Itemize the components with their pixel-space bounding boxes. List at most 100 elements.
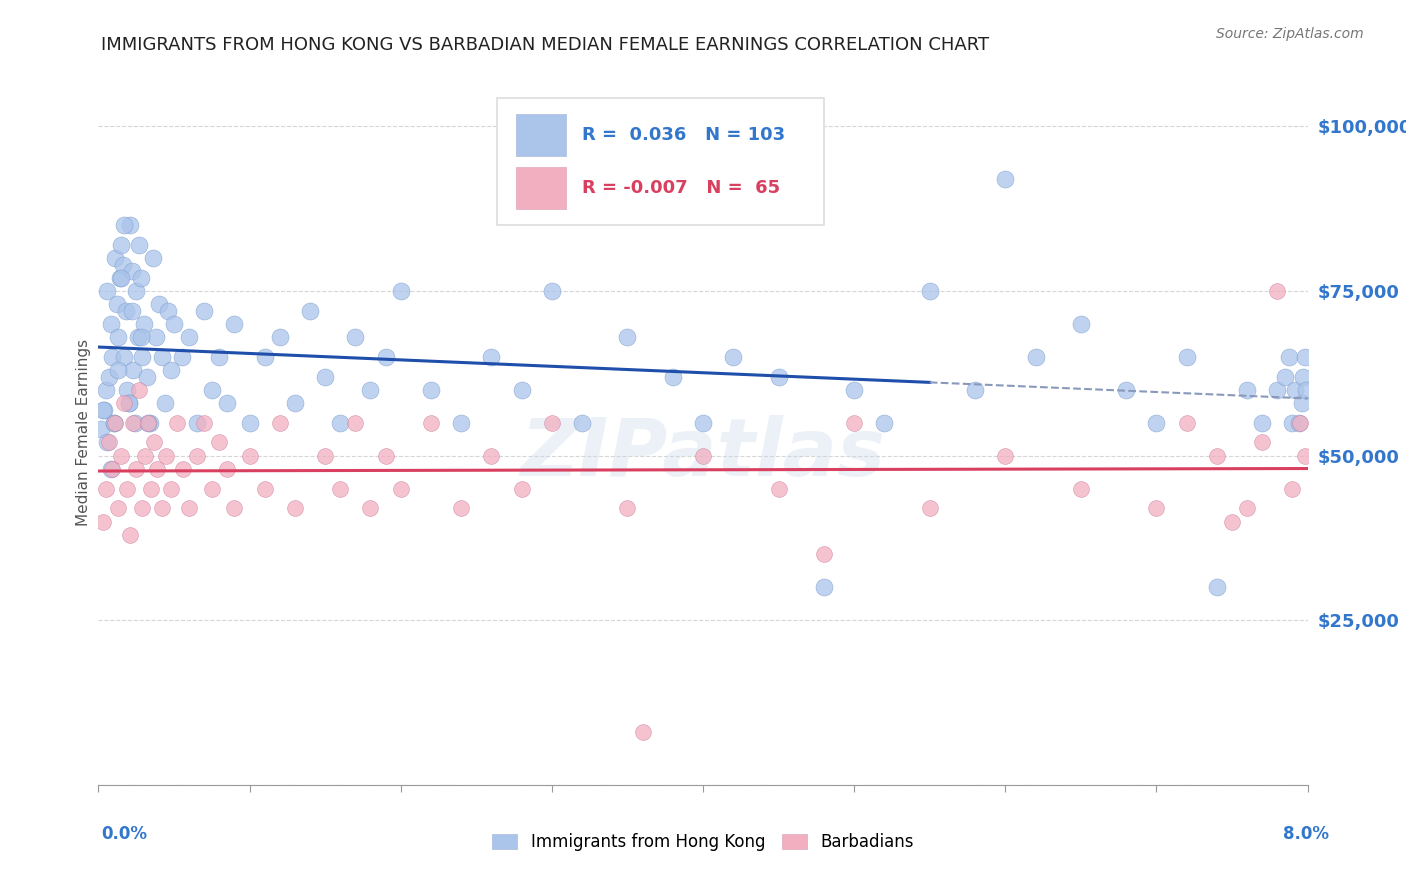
Point: [1267, 284, 1289, 298]
Point: [201, 383, 224, 397]
Point: [692, 449, 714, 463]
Point: [170, 350, 193, 364]
Point: [994, 449, 1017, 463]
Point: [329, 416, 352, 430]
Point: [389, 482, 412, 496]
Point: [110, 238, 132, 252]
Point: [172, 462, 194, 476]
FancyBboxPatch shape: [498, 98, 824, 225]
Point: [150, 501, 173, 516]
Point: [186, 416, 208, 430]
Text: R =  0.036   N = 103: R = 0.036 N = 103: [582, 127, 785, 145]
Point: [844, 383, 866, 397]
Point: [103, 416, 125, 430]
Point: [1294, 350, 1316, 364]
Point: [112, 350, 135, 364]
Point: [1146, 416, 1168, 430]
Point: [112, 218, 135, 232]
Point: [107, 501, 129, 516]
Point: [360, 383, 382, 397]
Point: [918, 284, 941, 298]
Point: [145, 330, 167, 344]
Point: [450, 416, 472, 430]
Point: [132, 317, 155, 331]
Point: [344, 416, 367, 430]
Point: [150, 350, 173, 364]
Point: [253, 482, 276, 496]
Point: [1024, 350, 1046, 364]
Point: [1236, 501, 1258, 516]
Point: [1281, 416, 1303, 430]
Point: [166, 416, 188, 430]
Point: [269, 330, 291, 344]
Text: ZIPatlas: ZIPatlas: [520, 415, 886, 492]
Point: [98, 369, 121, 384]
Point: [481, 449, 503, 463]
Point: [253, 350, 276, 364]
Point: [91, 402, 114, 417]
Point: [186, 449, 208, 463]
Text: 0.0%: 0.0%: [101, 825, 148, 843]
Text: R = -0.007   N =  65: R = -0.007 N = 65: [582, 179, 780, 197]
Point: [450, 501, 472, 516]
Point: [125, 284, 148, 298]
Point: [1175, 350, 1198, 364]
Point: [813, 548, 835, 562]
Point: [208, 350, 231, 364]
Y-axis label: Median Female Earnings: Median Female Earnings: [76, 339, 91, 526]
Point: [100, 317, 122, 331]
Point: [723, 350, 745, 364]
Point: [156, 303, 179, 318]
Point: [129, 270, 152, 285]
Point: [179, 501, 201, 516]
Point: [1146, 501, 1168, 516]
Point: [314, 449, 336, 463]
Point: [768, 369, 790, 384]
Point: [90, 422, 112, 436]
Point: [141, 482, 163, 496]
Point: [208, 435, 231, 450]
Point: [239, 416, 262, 430]
Point: [136, 416, 159, 430]
Point: [813, 581, 835, 595]
Point: [631, 725, 654, 739]
Point: [1291, 396, 1313, 410]
Point: [374, 350, 396, 364]
Point: [125, 462, 148, 476]
Point: [1284, 383, 1306, 397]
Point: [239, 449, 262, 463]
Point: [201, 482, 224, 496]
Point: [1206, 581, 1229, 595]
Point: [148, 297, 170, 311]
Point: [1281, 482, 1303, 496]
Point: [540, 416, 562, 430]
Point: [115, 383, 138, 397]
Point: [118, 396, 141, 410]
Point: [1274, 369, 1296, 384]
Point: [420, 383, 443, 397]
Point: [94, 383, 117, 397]
Point: [1115, 383, 1137, 397]
Point: [215, 396, 238, 410]
Point: [420, 416, 443, 430]
Point: [510, 482, 533, 496]
Point: [284, 396, 307, 410]
Point: [329, 482, 352, 496]
Point: [481, 350, 503, 364]
Point: [224, 317, 246, 331]
Point: [389, 284, 412, 298]
Point: [98, 435, 121, 450]
Point: [93, 402, 115, 417]
Point: [163, 317, 186, 331]
Point: [120, 527, 142, 541]
Point: [104, 416, 127, 430]
Point: [1288, 416, 1310, 430]
Point: [1278, 350, 1301, 364]
Point: [965, 383, 987, 397]
Point: [131, 350, 153, 364]
Point: [153, 396, 176, 410]
Point: [143, 435, 166, 450]
Point: [124, 416, 146, 430]
Point: [1251, 416, 1274, 430]
Point: [873, 416, 896, 430]
